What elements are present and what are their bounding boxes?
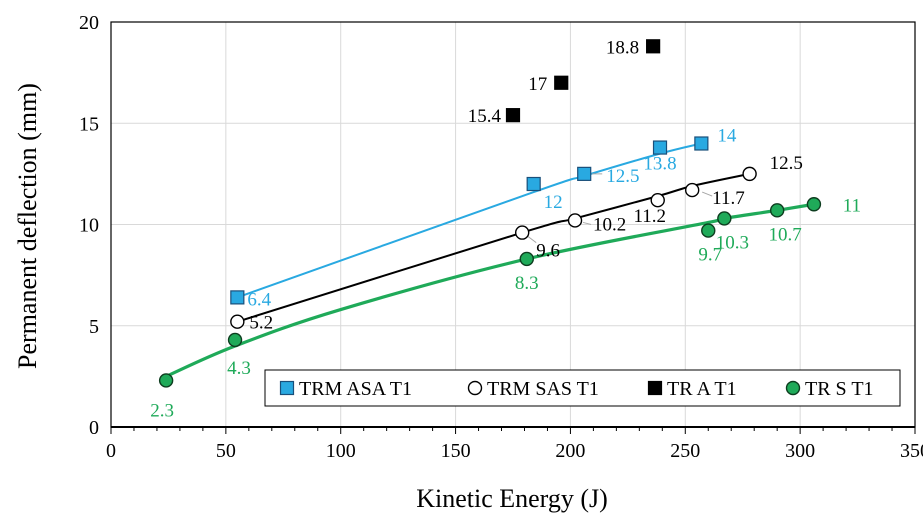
data-point bbox=[567, 213, 583, 228]
data-point bbox=[230, 314, 245, 329]
plot-frame bbox=[110, 21, 916, 434]
data-point bbox=[230, 290, 245, 305]
data-point bbox=[577, 166, 592, 181]
x-axis-title: Kinetic Energy (J) bbox=[416, 484, 608, 513]
data-label: 9.6 bbox=[536, 241, 560, 262]
data-label: 15.4 bbox=[468, 106, 502, 127]
data-point bbox=[519, 251, 534, 267]
data-label: 11 bbox=[843, 195, 861, 216]
data-label: 12 bbox=[544, 192, 563, 213]
data-point bbox=[701, 223, 716, 238]
label-leader bbox=[582, 221, 592, 225]
data-point bbox=[769, 203, 785, 218]
data-point bbox=[158, 373, 174, 388]
data-label: 11.7 bbox=[712, 188, 745, 209]
data-label: 10.2 bbox=[593, 214, 626, 235]
data-label: 8.3 bbox=[515, 273, 539, 294]
x-tick-label: 300 bbox=[785, 440, 815, 462]
data-label: 6.4 bbox=[247, 289, 271, 310]
y-tick-label: 10 bbox=[79, 215, 99, 237]
legend-label: TRM ASA T1 bbox=[299, 378, 412, 400]
data-point bbox=[514, 225, 530, 240]
data-point bbox=[652, 140, 668, 155]
legend-marker bbox=[279, 380, 295, 396]
legend-label: TR A T1 bbox=[667, 378, 737, 400]
data-label: 5.2 bbox=[249, 313, 273, 334]
data-label: 9.7 bbox=[698, 245, 722, 266]
legend-label: TRM SAS T1 bbox=[487, 378, 599, 400]
data-label: 18.8 bbox=[606, 37, 639, 58]
y-axis-title: Permanent deflection (mm) bbox=[13, 83, 42, 369]
trendline bbox=[165, 202, 815, 378]
data-point bbox=[650, 192, 665, 208]
data-label: 2.3 bbox=[150, 400, 174, 421]
grid bbox=[111, 22, 915, 427]
data-point bbox=[554, 75, 569, 90]
x-tick-label: 250 bbox=[670, 440, 700, 462]
data-label: 14 bbox=[717, 126, 737, 147]
legend-label: TR S T1 bbox=[805, 378, 874, 400]
trendline bbox=[237, 172, 750, 323]
data-point bbox=[717, 211, 732, 226]
data-point bbox=[505, 108, 521, 123]
data-label: 12.5 bbox=[606, 166, 639, 187]
label-leaders bbox=[527, 173, 713, 244]
data-point bbox=[684, 182, 700, 198]
tick-labels: 0 50 100 150 200 250 300 350 0 5 10 15 20 bbox=[79, 12, 923, 462]
x-tick-label: 200 bbox=[555, 440, 585, 462]
data-label: 10.7 bbox=[769, 224, 802, 245]
x-tick-label: 350 bbox=[900, 440, 923, 462]
data-label: 13.8 bbox=[643, 154, 676, 175]
legend-marker bbox=[647, 380, 663, 396]
legend-marker bbox=[467, 380, 483, 396]
data-label: 11.2 bbox=[633, 206, 666, 227]
label-leader bbox=[527, 236, 537, 244]
data-point bbox=[227, 332, 243, 348]
data-label: 12.5 bbox=[770, 153, 803, 174]
x-tick-label: 100 bbox=[326, 440, 356, 462]
label-leader bbox=[701, 191, 713, 197]
x-tick-label: 150 bbox=[441, 440, 471, 462]
y-tick-label: 20 bbox=[79, 12, 99, 34]
data-point bbox=[526, 176, 541, 192]
legend-marker bbox=[785, 380, 801, 396]
data-point bbox=[742, 166, 757, 182]
data-label: 4.3 bbox=[227, 358, 251, 379]
x-tick-label: 0 bbox=[106, 440, 116, 462]
y-tick-label: 0 bbox=[89, 417, 99, 439]
data-point bbox=[806, 197, 822, 212]
legend: TRM ASA T1 TRM SAS T1 TR A T1 TR S T1 bbox=[264, 369, 901, 407]
x-tick-label: 50 bbox=[216, 440, 236, 462]
y-tick-label: 15 bbox=[79, 113, 99, 135]
y-tick-label: 5 bbox=[89, 316, 99, 338]
data-point bbox=[646, 39, 661, 54]
data-label: 10.3 bbox=[716, 232, 749, 253]
markers bbox=[158, 39, 822, 388]
data-point bbox=[694, 136, 709, 151]
data-label: 17 bbox=[528, 74, 547, 95]
